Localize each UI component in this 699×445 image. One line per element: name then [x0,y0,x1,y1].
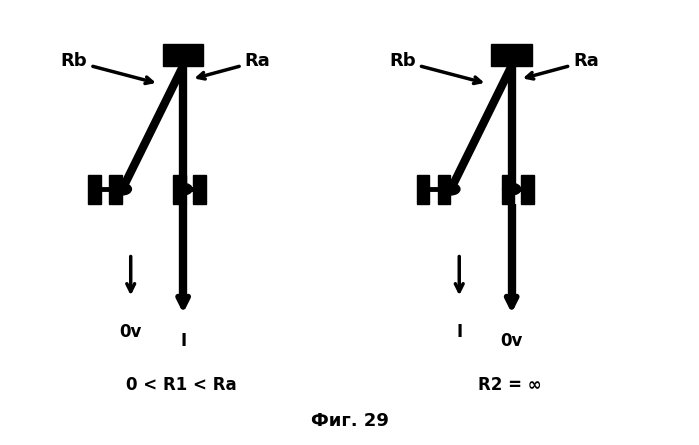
Bar [417,174,429,204]
Circle shape [174,183,192,195]
Text: 0 < R1 < Ra: 0 < R1 < Ra [127,376,237,394]
Text: 0v: 0v [120,323,142,340]
Bar [88,174,101,204]
Bar [438,174,450,204]
Text: Ra: Ra [198,53,271,79]
Bar [502,174,514,204]
Circle shape [503,183,521,195]
Text: I: I [456,323,462,340]
Text: Rb: Rb [61,53,152,84]
Text: Ra: Ra [526,53,599,79]
Text: Rb: Rb [389,53,481,84]
Bar [521,174,534,204]
Circle shape [442,183,460,195]
Text: 0v: 0v [500,332,523,349]
Bar [193,174,206,204]
Text: Фиг. 29: Фиг. 29 [310,412,389,429]
Bar [173,174,186,204]
Bar [491,44,532,66]
Circle shape [113,183,131,195]
Bar [109,174,122,204]
Text: I: I [180,332,186,349]
Bar [163,44,203,66]
Text: R2 = ∞: R2 = ∞ [478,376,542,394]
